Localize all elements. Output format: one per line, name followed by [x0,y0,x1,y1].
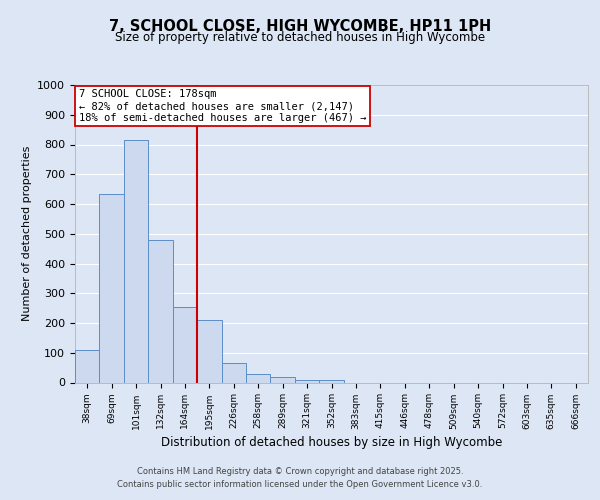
Text: Contains public sector information licensed under the Open Government Licence v3: Contains public sector information licen… [118,480,482,489]
Bar [319,380,344,382]
Y-axis label: Number of detached properties: Number of detached properties [22,146,32,322]
Bar [148,240,173,382]
Text: Size of property relative to detached houses in High Wycombe: Size of property relative to detached ho… [115,31,485,44]
Bar [295,380,319,382]
Bar [271,377,295,382]
Bar [197,320,221,382]
Bar [100,194,124,382]
Bar [173,306,197,382]
Bar [75,350,100,382]
X-axis label: Distribution of detached houses by size in High Wycombe: Distribution of detached houses by size … [161,436,502,448]
Bar [221,363,246,382]
Text: 7, SCHOOL CLOSE, HIGH WYCOMBE, HP11 1PH: 7, SCHOOL CLOSE, HIGH WYCOMBE, HP11 1PH [109,19,491,34]
Text: Contains HM Land Registry data © Crown copyright and database right 2025.: Contains HM Land Registry data © Crown c… [137,467,463,476]
Text: 7 SCHOOL CLOSE: 178sqm
← 82% of detached houses are smaller (2,147)
18% of semi-: 7 SCHOOL CLOSE: 178sqm ← 82% of detached… [79,90,366,122]
Bar [246,374,271,382]
Bar [124,140,148,382]
